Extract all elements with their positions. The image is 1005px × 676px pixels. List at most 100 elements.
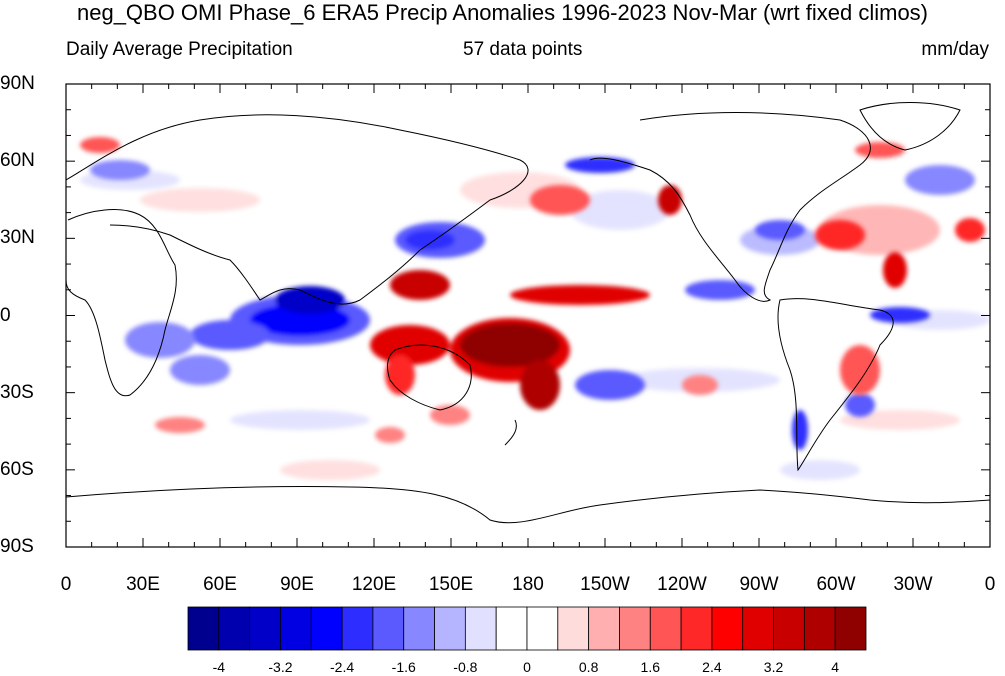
colorbar-swatch [464,606,497,651]
colorbar-swatch [557,606,590,651]
anomaly-blob [230,410,370,430]
longitude-label: 90E [280,574,314,595]
latitude-label: 90N [0,73,35,94]
latitude-label: 0 [0,304,11,326]
anomaly-blob [792,410,808,450]
anomaly-blob [883,252,907,288]
colorbar-tick-label: -3.2 [268,659,293,675]
anomaly-blob [840,345,880,395]
anomaly-blob [390,270,450,300]
anomaly-blob [955,218,985,242]
longitude-label: 120W [657,574,707,595]
coastline-north-america [589,112,871,302]
colorbar-swatch [588,606,620,651]
colorbar-tick-label: -4 [212,659,226,675]
anomaly-blob [685,280,755,300]
latitude-label: 60N [0,150,35,172]
colorbar-tick-label: 0 [523,659,531,675]
colorbar-swatch [742,606,774,651]
colorbar-swatch [372,606,405,651]
colorbar-swatch [803,606,836,651]
anomaly-blob [430,405,470,425]
colorbar-swatch [403,606,435,651]
anomaly-blob [405,230,455,250]
longitude-label: 90W [739,574,779,595]
anomaly-blob [170,355,230,385]
latitude-label: 30N [0,227,35,249]
colorbar-swatch [680,606,713,651]
anomaly-blob [80,137,120,153]
anomaly-blob [845,393,875,417]
units-label: mm/day [921,39,989,60]
axis-ticks [65,83,991,548]
anomaly-blob [385,355,415,395]
anomaly-blob [90,160,150,180]
precip-anomaly-field [80,137,990,480]
longitude-label: 60W [816,574,856,595]
coastlines [66,102,990,524]
coastline-africa [66,209,177,397]
anomaly-blob [510,285,650,305]
longitude-label: 180 [512,574,544,595]
anomaly-blob [275,286,345,314]
longitude-label: 60E [203,574,237,595]
anomaly-blob [870,307,930,323]
coastline-antarctica [66,486,990,524]
coastline-south-america [777,298,894,472]
anomaly-blob [460,323,560,367]
longitude-label: 120E [351,574,397,595]
longitude-label: 30E [126,574,160,595]
longitude-label: 150W [580,574,630,595]
anomaly-blob [190,320,270,350]
anomaly-blob [375,427,405,443]
latitude-label: 90S [0,536,34,557]
latitude-label: 30S [0,381,34,403]
map-title: neg_QBO OMI Phase_6 ERA5 Precip Anomalie… [76,0,929,25]
anomaly-blob [565,157,635,173]
longitude-label: 150E [428,574,474,595]
colorbar-tick-label: 0.8 [578,659,599,675]
coastline-australia [387,344,472,411]
anomaly-blob [530,185,590,215]
coastline-eurasia [66,114,529,305]
colorbar-tick-label: 2.4 [702,659,722,675]
colorbar-swatch [187,606,220,651]
colorbar-swatch [280,606,312,651]
coastline-greenland [859,102,961,151]
colorbar-tick-label: -1.6 [391,659,416,675]
colorbar-swatch [526,606,559,651]
colorbar-swatch [649,606,682,651]
colorbar-swatch [310,606,343,651]
coastline-newzealand [504,419,517,446]
anomaly-blob [855,142,905,158]
colorbar-swatch [773,606,805,651]
latitude-label: 60S [0,458,34,480]
longitude-label: 30W [893,574,933,595]
colorbar-swatch [495,606,528,651]
anomaly-blob [140,188,260,212]
longitude-label: 0 [60,574,72,595]
anomaly-blob [815,220,865,250]
anomaly-blob [520,360,560,410]
variable-label: Daily Average Precipitation [66,39,293,60]
colorbar-swatch [434,606,466,651]
colorbar-swatch [249,606,281,651]
longitude-label: 0 [984,574,996,595]
colorbar-tick-label: 3.2 [763,659,784,675]
colorbar-swatch [619,606,651,651]
colorbar-tick-label: -0.8 [453,659,478,675]
colorbar-tick-label: 4 [831,659,840,675]
colorbar-tick-label: -2.4 [330,659,355,675]
colorbar-swatch [341,606,374,651]
anomaly-blob [570,190,670,230]
anomaly-blob [280,460,380,480]
data-points-label: 57 data points [463,39,583,60]
anomaly-blob [155,417,205,433]
colorbar-swatch [711,606,744,651]
map-frame [65,83,991,548]
anomaly-blob [370,325,450,365]
colorbar-swatch [218,606,251,651]
colorbar [187,606,867,651]
anomaly-blob [575,370,645,400]
anomaly-blob [658,185,682,215]
